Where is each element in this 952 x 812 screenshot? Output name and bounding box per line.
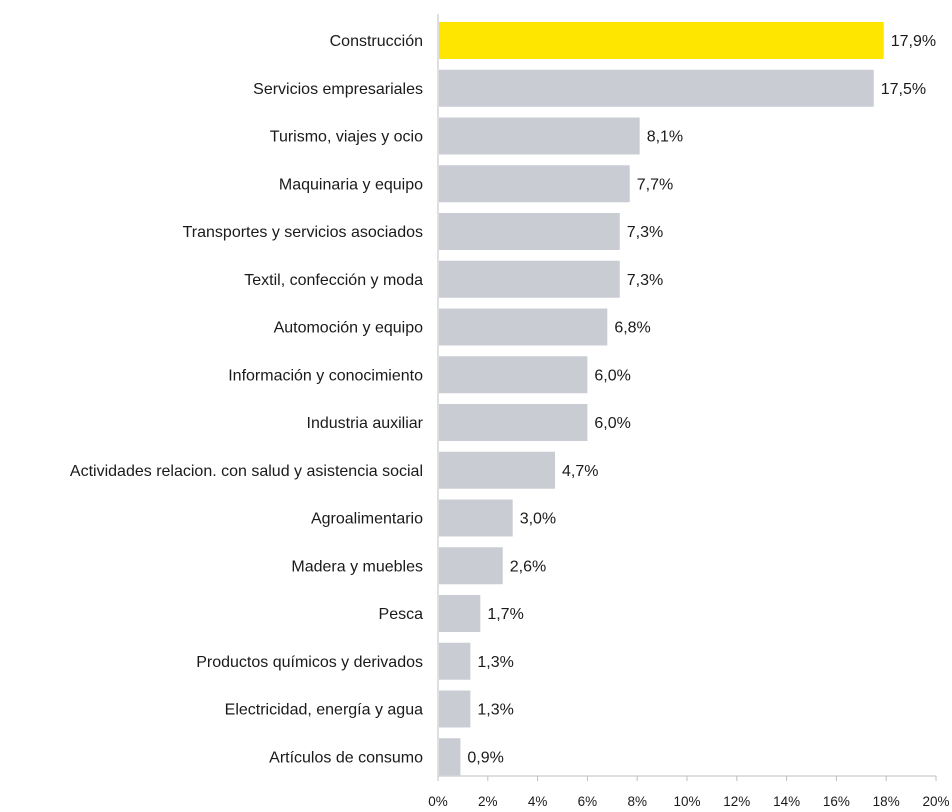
x-tick-label: 10% xyxy=(673,794,700,809)
bar xyxy=(439,356,588,394)
x-tick-label: 14% xyxy=(773,794,800,809)
category-label: Servicios empresariales xyxy=(253,81,423,98)
bar xyxy=(439,69,874,107)
x-tick-label: 18% xyxy=(873,794,900,809)
x-tick-label: 20% xyxy=(922,794,949,809)
category-label: Productos químicos y derivados xyxy=(196,654,423,671)
value-label: 17,9% xyxy=(891,33,936,50)
category-label: Construcción xyxy=(330,33,423,50)
bar xyxy=(439,499,513,537)
bar xyxy=(439,547,503,585)
x-tick-label: 6% xyxy=(578,794,598,809)
x-tick-label: 8% xyxy=(627,794,647,809)
category-label: Automoción y equipo xyxy=(274,320,424,337)
value-label: 4,7% xyxy=(562,463,598,480)
category-label: Turismo, viajes y ocio xyxy=(270,129,423,146)
category-label: Pesca xyxy=(379,606,424,623)
value-label: 1,3% xyxy=(477,654,513,671)
x-axis: 0% 2% 4% 6% 8% 10% 12% 14% 16% 18% 20% xyxy=(428,14,950,809)
value-label: 17,5% xyxy=(881,81,926,98)
bar xyxy=(439,738,461,776)
x-tick-label: 12% xyxy=(723,794,750,809)
bar xyxy=(439,165,630,203)
value-label: 7,3% xyxy=(627,224,663,241)
category-label: Agroalimentario xyxy=(311,511,423,528)
category-label: Textil, confección y moda xyxy=(244,272,423,289)
value-label: 3,0% xyxy=(520,511,556,528)
bar xyxy=(439,595,481,632)
category-label: Información y conocimiento xyxy=(228,367,423,384)
value-label: 6,0% xyxy=(594,367,630,384)
labels-layer: Construcción 17,9% Servicios empresariales… xyxy=(70,33,936,766)
value-label: 1,3% xyxy=(477,702,513,719)
bar xyxy=(439,117,640,155)
category-label: Maquinaria y equipo xyxy=(279,176,423,193)
bar xyxy=(439,642,471,680)
category-label: Artículos de consumo xyxy=(269,749,423,766)
bar xyxy=(439,690,471,728)
value-label: 7,3% xyxy=(627,272,663,289)
category-label: Actividades relacion. con salud y asiste… xyxy=(70,463,423,480)
value-label: 6,0% xyxy=(594,415,630,432)
category-label: Electricidad, energía y agua xyxy=(225,702,423,719)
x-tick-label: 2% xyxy=(478,794,498,809)
value-label: 2,6% xyxy=(510,558,546,575)
bars-layer xyxy=(439,22,884,776)
value-label: 8,1% xyxy=(647,129,683,146)
value-label: 1,7% xyxy=(487,606,523,623)
bar xyxy=(439,260,620,298)
value-label: 6,8% xyxy=(614,320,650,337)
bar xyxy=(439,22,884,59)
x-tick-label: 0% xyxy=(428,794,448,809)
bar xyxy=(439,451,556,489)
bar xyxy=(439,213,620,250)
category-label: Transportes y servicios asociados xyxy=(183,224,423,241)
bar xyxy=(439,404,588,441)
value-label: 7,7% xyxy=(637,176,673,193)
x-tick-label: 16% xyxy=(823,794,850,809)
category-label: Madera y muebles xyxy=(291,558,423,575)
bar xyxy=(439,308,608,346)
category-label: Industria auxiliar xyxy=(307,415,424,432)
x-tick-label: 4% xyxy=(528,794,548,809)
value-label: 0,9% xyxy=(467,749,503,766)
